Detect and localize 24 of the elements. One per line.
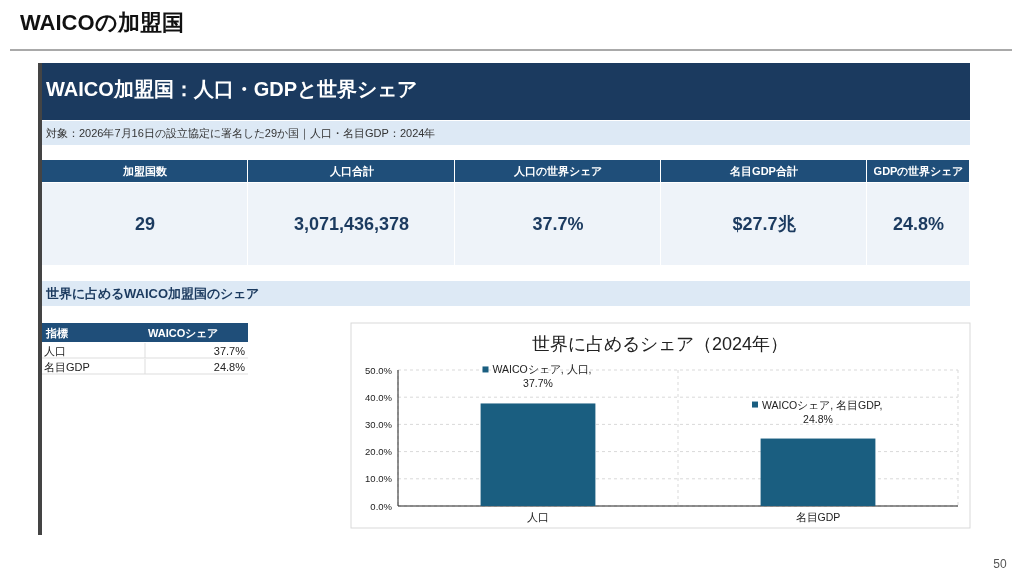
- text: WAICOシェア, 名目GDP, 24.8%: [762, 398, 883, 425]
- table-header: 指標 WAICOシェア: [42, 323, 248, 342]
- text: WAICOの加盟国: [20, 10, 184, 35]
- y-tick-label: 50.0%: [365, 364, 393, 376]
- y-tick-label: 40.0%: [365, 391, 393, 403]
- category-label: 加盟国数: [122, 165, 168, 177]
- chart-title: 世界に占めるシェア（2024年）: [531, 334, 789, 354]
- category-label: 名目GDP合計: [729, 165, 798, 177]
- section-heading-banner: 世界に占めるWAICO加盟国のシェア: [42, 281, 970, 306]
- text: 50: [993, 557, 1007, 571]
- y-tick-label: 0.0%: [370, 500, 393, 512]
- subtitle-banner: 対象：2026年7月16日の設立協定に署名した29か国｜人口・名目GDP：2024年: [42, 121, 970, 145]
- text: WAICOシェア, 人口, 37.7%: [492, 363, 592, 390]
- y-tick-label: 30.0%: [365, 418, 393, 430]
- y-tick-label: 10.0%: [365, 473, 393, 485]
- category-label: 人口の世界シェア: [513, 165, 602, 178]
- y-tick-label: 20.0%: [365, 446, 393, 458]
- category-label: GDPの世界シェア: [873, 165, 964, 177]
- table-row: 名目GDP 24.8%: [41, 358, 249, 375]
- category-label: 人口合計: [328, 165, 374, 178]
- category-label: 人口: [44, 345, 66, 357]
- title-banner: WAICO加盟国：人口・GDPと世界シェア: [42, 63, 970, 120]
- category-label: 名目GDP: [44, 361, 90, 373]
- table-row: 人口 37.7%: [41, 342, 249, 359]
